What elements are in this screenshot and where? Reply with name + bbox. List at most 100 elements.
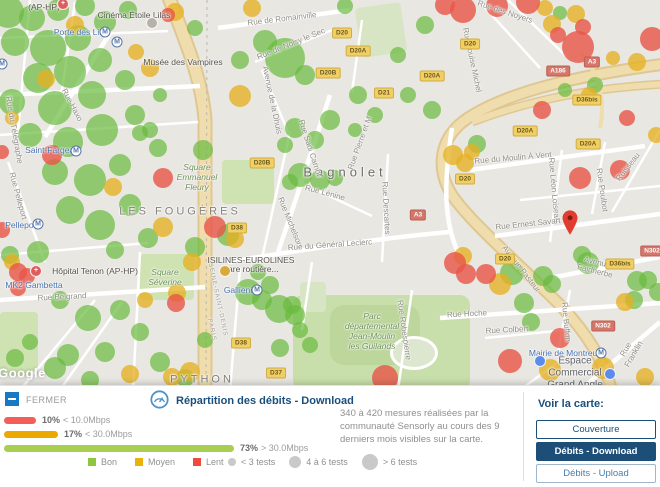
stadium-oval	[390, 336, 438, 370]
measurement-bubble	[106, 241, 124, 259]
measurement-bubble	[282, 174, 298, 190]
distribution-bar-row: 10% < 10.0Mbps	[4, 413, 308, 427]
measurement-bubble	[51, 291, 69, 309]
measurement-bubble	[10, 280, 26, 296]
measurement-bubble	[110, 300, 130, 320]
measurement-bubble	[163, 368, 181, 386]
sidebar-title: Voir la carte:	[538, 398, 604, 410]
measurement-bubble	[74, 164, 106, 196]
road-badge: D38	[231, 337, 251, 349]
map-label: MK2 Gambetta	[5, 279, 63, 290]
collapse-panel-button[interactable]	[5, 392, 19, 406]
measurement-bubble	[640, 27, 660, 51]
road-badge: D20A	[512, 125, 538, 137]
google-attribution[interactable]: Google	[0, 365, 46, 381]
map-label: Mairie de Montreuil	[528, 347, 602, 358]
measurement-bubble	[569, 167, 591, 189]
road-badge: D20B	[315, 67, 341, 79]
measurement-bubble	[75, 0, 95, 16]
road-badge: D20	[495, 253, 515, 265]
measurement-bubble	[533, 101, 551, 119]
measurement-bubble	[229, 85, 251, 107]
hospital-icon: +	[30, 265, 42, 277]
road-badge: D20	[455, 173, 475, 185]
measurement-bubble	[180, 362, 200, 382]
tests-count-legend: < 3 tests 4 à 6 tests > 6 tests	[228, 454, 431, 470]
measurement-bubble	[292, 322, 308, 338]
measurement-bubble	[153, 88, 167, 102]
measurement-bubble	[141, 59, 159, 77]
road-badge: D20B	[249, 157, 275, 169]
bar-percentage: 73%	[240, 443, 259, 453]
measurement-bubble	[115, 70, 135, 90]
measurement-bubble	[522, 313, 540, 331]
measurement-bubble	[183, 253, 201, 271]
measurement-bubble	[131, 323, 149, 341]
measurement-bubble	[516, 0, 540, 14]
map-type-button-d-bits-download[interactable]: Débits - Download	[536, 442, 656, 461]
measurement-bubble	[320, 110, 340, 130]
measurement-bubble	[423, 101, 441, 119]
measurement-bubble	[231, 51, 249, 69]
map-label: Espace Commercial Grand Angle	[547, 355, 603, 390]
map-type-button-d-bits-upload[interactable]: Débits - Upload	[536, 464, 656, 483]
map-canvas[interactable]: (AP-HP) Cinéma Étoile Lilas Porte des Lila…	[0, 0, 660, 391]
legend-label: Moyen	[148, 457, 176, 467]
measurement-bubble	[390, 47, 406, 63]
measurement-bubble	[567, 5, 585, 23]
map-label: Pelleport	[5, 219, 39, 230]
measurement-bubble	[1, 28, 29, 56]
close-panel-label[interactable]: FERMER	[26, 395, 67, 405]
measurement-bubble	[0, 222, 10, 238]
measurement-bubble	[78, 81, 106, 109]
tests-size-dot	[228, 458, 236, 466]
metro-station-icon: M	[99, 26, 111, 38]
measurement-bubble	[537, 0, 553, 16]
bus-station-icon	[219, 265, 231, 277]
road-badge: D21	[374, 87, 394, 99]
metro-station-icon: M	[70, 145, 82, 157]
measurement-bubble	[610, 160, 630, 180]
legend-item: Lent	[193, 457, 224, 467]
measurement-bubble	[5, 111, 19, 125]
distribution-bar	[4, 444, 234, 452]
distribution-bar-row: 73% > 30.0Mbps	[4, 441, 308, 455]
legend-label: Bon	[101, 457, 118, 467]
measurement-bubble	[149, 139, 167, 157]
measurement-bubble	[44, 357, 66, 379]
measurement-bubble	[125, 105, 145, 125]
measurement-bubble	[18, 123, 42, 147]
measurement-bubble	[476, 264, 496, 284]
road-badge: A186	[546, 65, 570, 77]
measurement-bubble	[128, 44, 144, 60]
measurement-bubble	[464, 144, 480, 160]
map-label: Musée des Vampires	[143, 56, 223, 67]
quality-legend: Bon Moyen Lent	[88, 457, 242, 467]
map-type-button-couverture[interactable]: Couverture	[536, 420, 656, 439]
panel-divider	[523, 392, 524, 481]
legend-color-swatch	[135, 458, 144, 466]
measurement-bubble	[132, 125, 148, 141]
measurement-bubble	[6, 349, 24, 367]
map-pin[interactable]	[562, 210, 578, 240]
map-label: Hôpital Tenon (AP-HP)	[52, 265, 138, 276]
map-label: LES FOUGÈRES	[119, 205, 241, 218]
map-label: Gallieni	[223, 284, 253, 295]
tests-size-dot	[289, 456, 302, 468]
tests-legend-label: < 3 tests	[241, 457, 276, 467]
distribution-bar	[4, 430, 58, 438]
measurement-bubble	[193, 140, 213, 160]
map-label: PYTHON	[170, 373, 234, 386]
measurement-bubble	[81, 371, 99, 389]
measurement-bubble	[153, 168, 173, 188]
map-label: Square Emmanuel Fleury	[176, 161, 218, 193]
road-badge: A3	[583, 56, 601, 68]
measurement-bubble	[349, 86, 367, 104]
measurement-bubble	[367, 107, 383, 123]
measurement-bubble	[400, 87, 416, 103]
measurements-description: 340 à 420 mesures réalisées par la commu…	[340, 408, 500, 445]
measurement-bubble	[327, 170, 343, 186]
hospital-icon: +	[57, 0, 69, 10]
speed-distribution-bars: 10% < 10.0Mbps 17% < 30.0Mbps 73% > 30.0Mb…	[4, 413, 308, 455]
